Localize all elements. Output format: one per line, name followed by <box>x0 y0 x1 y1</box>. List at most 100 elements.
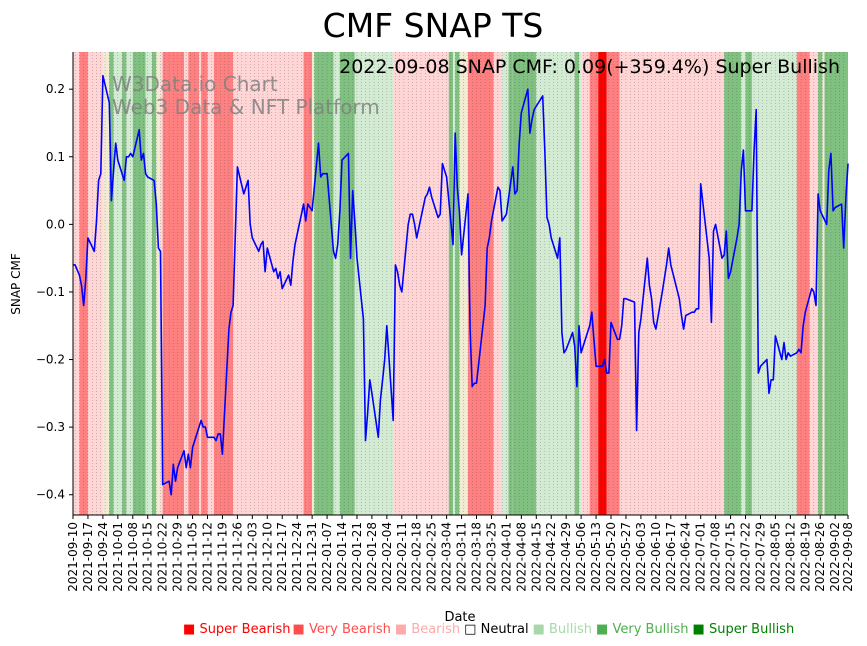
x-tick-label: 2021-12-03 <box>245 522 259 592</box>
x-tick-label: 2021-10-08 <box>126 522 140 592</box>
x-tick-label: 2021-12-17 <box>275 522 289 592</box>
x-tick-label: 2022-02-25 <box>425 522 439 592</box>
x-tick-label: 2021-10-15 <box>141 522 155 592</box>
regime-band <box>512 52 537 515</box>
legend-marker: □ <box>464 621 477 637</box>
x-tick-label: 2022-02-04 <box>380 522 394 592</box>
x-tick-label: 2021-11-05 <box>186 522 200 592</box>
x-tick-label: 2022-07-08 <box>709 522 723 592</box>
regime-band <box>502 52 509 515</box>
regime-band <box>122 52 127 515</box>
legend-very-bullish: ■ Very Bullish <box>596 622 689 637</box>
y-axis-label: SNAP CMF <box>9 253 23 315</box>
x-tick-label: 2022-04-22 <box>544 522 558 592</box>
legend-marker: ■ <box>692 621 705 637</box>
watermark: W3Data.io Chart Web3 Data & NFT Platform <box>112 72 380 119</box>
regime-band <box>109 52 114 515</box>
legend-bearish: ■ Bearish <box>395 622 460 637</box>
x-tick-label: 2022-01-28 <box>365 522 379 592</box>
x-tick-label: 2021-10-29 <box>171 522 185 592</box>
cmf-line-series <box>73 74 849 496</box>
x-tick-label: 2022-07-22 <box>739 522 753 592</box>
regime-band <box>818 52 823 515</box>
x-tick-label: 2022-08-05 <box>768 522 782 592</box>
x-tick-label: 2021-10-01 <box>111 522 125 592</box>
x-tick-label: 2022-04-29 <box>559 522 573 592</box>
regime-band <box>188 52 199 515</box>
regime-band <box>824 52 848 515</box>
regime-band <box>536 52 575 515</box>
x-tick-label: 2022-07-29 <box>753 522 767 592</box>
regime-band <box>822 52 825 515</box>
x-tick-label: 2021-11-19 <box>215 522 229 592</box>
chart-title: CMF SNAP TS <box>323 6 544 45</box>
watermark-line-2: Web3 Data & NFT Platform <box>112 95 380 119</box>
x-tick-label: 2021-09-10 <box>66 522 80 592</box>
x-tick-label: 2022-04-15 <box>529 522 543 592</box>
regime-band <box>598 52 607 515</box>
legend: ■ Super Bearish ■ Very Bearish ■ Bearish… <box>183 620 798 638</box>
regime-band <box>455 52 460 515</box>
regime-band <box>453 52 456 515</box>
y-tick-label: 0.1 <box>46 150 65 164</box>
x-tick-label: 2022-03-04 <box>440 522 454 592</box>
legend-label: Super Bearish <box>199 621 291 637</box>
legend-label: Bearish <box>411 621 461 637</box>
y-tick-label: 0.2 <box>46 82 65 96</box>
x-tick-label: 2021-12-24 <box>290 522 304 592</box>
x-tick-label: 2022-05-20 <box>604 522 618 592</box>
x-tick-label: 2022-05-06 <box>574 522 588 592</box>
regime-band <box>314 52 334 515</box>
x-tick-label: 2022-09-02 <box>828 522 842 592</box>
x-tick-label: 2022-02-11 <box>395 522 409 592</box>
legend-marker: ■ <box>532 621 545 637</box>
regime-band <box>741 52 746 515</box>
regime-band <box>233 52 304 515</box>
x-tick-label: 2022-06-03 <box>634 522 648 592</box>
x-axis-ticks: 2021-09-10 2021-09-17 2021-09-24 2021-10-01… <box>66 515 855 592</box>
regime-band <box>145 52 152 515</box>
y-tick-label: −0.4 <box>36 488 65 502</box>
x-tick-label: 2021-12-31 <box>305 522 319 592</box>
x-tick-label: 2022-08-12 <box>783 522 797 592</box>
x-tick-label: 2022-08-19 <box>798 522 812 592</box>
x-tick-label: 2022-03-18 <box>470 522 484 592</box>
x-tick-label: 2022-07-15 <box>724 522 738 592</box>
legend-label: Very Bullish <box>612 621 689 637</box>
regime-band <box>73 52 80 515</box>
y-tick-label: −0.2 <box>36 353 65 367</box>
x-tick-label: 2022-01-07 <box>320 522 334 592</box>
legend-label: Bullish <box>549 621 593 637</box>
regime-band <box>156 52 161 515</box>
regime-band <box>578 52 582 515</box>
x-tick-label: 2022-06-24 <box>679 522 693 592</box>
x-tick-label: 2022-08-26 <box>813 522 827 592</box>
x-tick-label: 2021-09-17 <box>81 522 95 592</box>
regime-bands <box>73 52 848 515</box>
x-tick-label: 2022-01-21 <box>350 522 364 592</box>
legend-marker: ■ <box>394 621 408 637</box>
legend-super-bullish: ■ Super Bullish <box>693 622 795 637</box>
x-tick-label: 2021-10-22 <box>156 522 170 592</box>
regime-band <box>126 52 133 515</box>
regime-band <box>312 52 315 515</box>
watermark-line-1: W3Data.io Chart <box>112 72 278 96</box>
legend-super-bearish: ■ Super Bearish <box>183 622 291 637</box>
legend-label: Super Bullish <box>708 621 795 637</box>
regime-band <box>201 52 208 515</box>
x-tick-label: 2022-07-01 <box>694 522 708 592</box>
regime-band <box>589 52 599 515</box>
regime-band <box>581 52 590 515</box>
legend-label: Neutral <box>480 621 529 637</box>
x-axis-label: Date <box>444 610 475 625</box>
regime-band <box>303 52 313 515</box>
regime-band <box>102 52 110 515</box>
x-tick-label: 2022-06-10 <box>649 522 663 592</box>
x-tick-label: 2022-03-11 <box>455 522 469 592</box>
x-tick-label: 2021-11-12 <box>201 522 215 592</box>
regime-band <box>745 52 752 515</box>
legend-bullish: ■ Bullish <box>533 622 592 637</box>
day-gridlines <box>74 52 844 515</box>
legend-marker: ■ <box>292 621 305 637</box>
x-tick-label: 2022-05-13 <box>589 522 603 592</box>
